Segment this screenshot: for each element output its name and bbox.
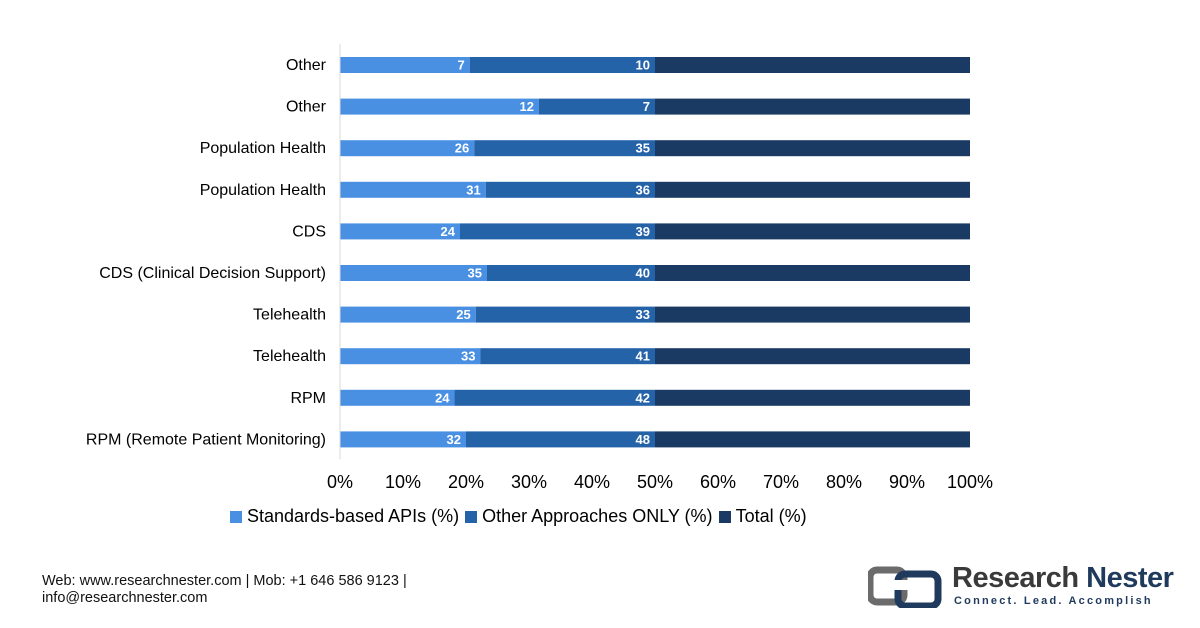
bar-segment-other-approaches-6 — [475, 306, 655, 323]
bar-segment-total-4 — [655, 223, 970, 240]
research-nester-logo: Research Nester Connect. Lead. Accomplis… — [868, 562, 1174, 612]
data-label-other-approaches-6: 33 — [636, 307, 650, 322]
data-label-other-approaches-0: 10 — [636, 58, 650, 73]
x-tick-label-40pct: 40% — [574, 472, 610, 492]
logo-name-nester: Nester — [1086, 562, 1174, 594]
bar-segment-other-approaches-2 — [474, 140, 655, 157]
bar-segment-other-approaches-7 — [480, 348, 655, 365]
bar-segment-total-0 — [655, 57, 970, 73]
data-label-standards-apis-7: 33 — [461, 349, 475, 364]
legend-label-other-approaches: Other Approaches ONLY (%) — [482, 506, 713, 526]
x-tick-label-80pct: 80% — [826, 472, 862, 492]
category-label-cds-clinical-decision-support: CDS (Clinical Decision Support) — [99, 265, 326, 282]
data-label-other-approaches-7: 41 — [636, 349, 650, 364]
data-label-other-approaches-4: 39 — [636, 224, 650, 239]
legend-item-total: Total (%) — [718, 506, 813, 527]
bar-segment-total-8 — [655, 389, 970, 406]
data-label-other-approaches-3: 36 — [636, 182, 650, 197]
footer-contact: Web: www.researchnester.com | Mob: +1 64… — [42, 573, 407, 607]
category-label-other: Other — [286, 99, 327, 116]
bar-segment-total-7 — [655, 348, 970, 365]
data-label-standards-apis-5: 35 — [468, 266, 482, 281]
x-tick-label-50pct: 50% — [637, 472, 673, 492]
x-tick-label-60pct: 60% — [700, 472, 736, 492]
stacked-bar-chart: Other 7 10 Other 12 7 Population Health 26 35 Pop… — [86, 44, 993, 492]
bar-segment-other-approaches-5 — [487, 265, 655, 281]
logo-mark-icon — [868, 566, 942, 608]
bar-segment-standards-apis-4 — [340, 223, 460, 240]
x-tick-label-90pct: 90% — [889, 472, 925, 492]
bar-segment-standards-apis-5 — [340, 265, 487, 281]
data-label-other-approaches-2: 35 — [636, 141, 650, 156]
bar-segment-standards-apis-7 — [340, 348, 481, 365]
data-label-standards-apis-3: 31 — [466, 182, 480, 197]
bar-segment-total-6 — [655, 306, 970, 323]
bar-segment-other-approaches-1 — [538, 98, 655, 115]
data-label-other-approaches-8: 42 — [636, 390, 650, 405]
bar-segment-other-approaches-0 — [469, 57, 655, 73]
bar-segment-total-9 — [655, 431, 970, 448]
category-label-population-health: Population Health — [200, 140, 326, 157]
data-label-standards-apis-1: 12 — [519, 99, 533, 114]
bar-segment-standards-apis-8 — [340, 389, 455, 406]
bar-segment-total-3 — [655, 181, 970, 198]
data-label-standards-apis-0: 7 — [457, 58, 464, 73]
data-label-other-approaches-9: 48 — [636, 432, 650, 447]
legend-swatch-standards-apis — [230, 510, 242, 523]
bar-segment-total-1 — [655, 98, 970, 115]
bar-segment-total-5 — [655, 265, 970, 281]
data-label-other-approaches-5: 40 — [636, 266, 650, 281]
bar-segment-other-approaches-9 — [466, 431, 655, 448]
legend-label-standards-apis: Standards-based APIs (%) — [247, 506, 460, 526]
logo-tagline: Connect. Lead. Accomplish — [954, 595, 1153, 607]
footer-contact-email: info@researchnester.com — [42, 590, 208, 606]
legend-item-standards-apis: Standards-based APIs (%) — [230, 506, 465, 527]
legend-swatch-other-approaches — [465, 510, 478, 523]
data-label-standards-apis-9: 32 — [447, 432, 461, 447]
x-tick-label-30pct: 30% — [511, 472, 547, 492]
x-tick-label-100pct: 100% — [947, 472, 993, 492]
bar-segment-standards-apis-9 — [340, 431, 466, 448]
legend-label-total: Total (%) — [735, 506, 807, 526]
x-tick-label-70pct: 70% — [763, 472, 799, 492]
x-tick-label-10pct: 10% — [385, 472, 421, 492]
data-label-standards-apis-6: 25 — [456, 307, 470, 322]
x-tick-label-20pct: 20% — [448, 472, 484, 492]
bar-segment-other-approaches-8 — [454, 389, 655, 406]
category-label-cds: CDS — [292, 223, 326, 240]
data-label-standards-apis-2: 26 — [455, 141, 469, 156]
bar-segment-other-approaches-3 — [485, 181, 655, 198]
category-label-telehealth: Telehealth — [253, 307, 326, 324]
chart-legend: Standards-based APIs (%) Other Approache… — [230, 506, 813, 527]
bar-segment-standards-apis-1 — [340, 98, 539, 115]
category-label-telehealth: Telehealth — [253, 348, 326, 365]
data-label-other-approaches-1: 7 — [643, 99, 650, 114]
bar-segment-standards-apis-6 — [340, 306, 476, 323]
bar-segment-standards-apis-0 — [340, 57, 470, 73]
footer-contact-line1: Web: www.researchnester.com | Mob: +1 64… — [42, 573, 407, 589]
bar-segment-standards-apis-2 — [340, 140, 475, 157]
category-label-rpm: RPM — [290, 390, 326, 407]
category-label-other: Other — [286, 57, 327, 74]
bar-segment-standards-apis-3 — [340, 181, 486, 198]
x-tick-label-0pct: 0% — [327, 472, 353, 492]
bar-segment-other-approaches-4 — [460, 223, 655, 240]
legend-item-other-approaches: Other Approaches ONLY (%) — [465, 506, 718, 527]
legend-swatch-total — [718, 510, 731, 523]
category-label-population-health: Population Health — [200, 182, 326, 199]
category-label-rpm-remote-patient-monitoring: RPM (Remote Patient Monitoring) — [86, 431, 326, 448]
bar-segment-total-2 — [655, 140, 970, 157]
data-label-standards-apis-4: 24 — [441, 224, 456, 239]
data-label-standards-apis-8: 24 — [435, 390, 450, 405]
logo-wordmark: Research Nester — [952, 562, 1174, 595]
logo-name-research: Research — [952, 562, 1079, 594]
